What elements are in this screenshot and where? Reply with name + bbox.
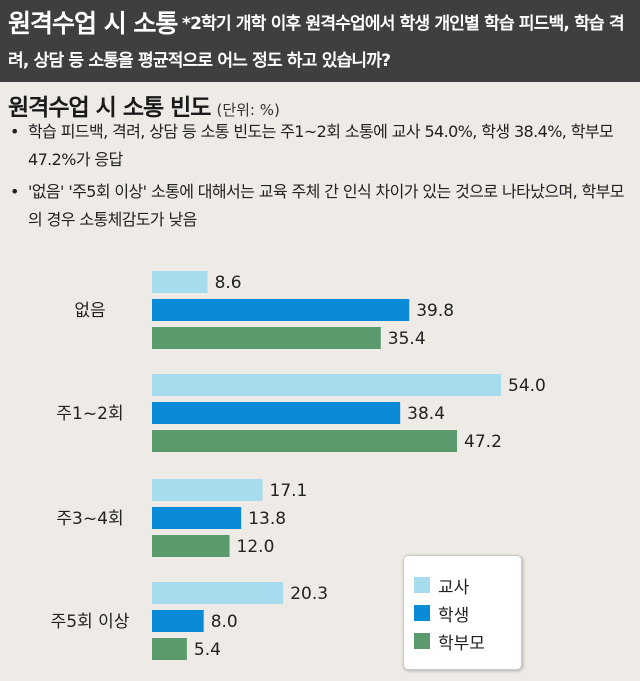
value-label: 38.4 <box>407 404 445 424</box>
bullet-icon: • <box>10 122 19 141</box>
value-label: 8.0 <box>211 612 238 632</box>
note-item: • 학습 피드백, 격려, 상담 등 소통 빈도는 주1~2회 소통에 교사 5… <box>10 118 630 174</box>
bullet-icon: • <box>10 182 19 201</box>
bar <box>152 535 230 557</box>
value-label: 8.6 <box>215 273 242 293</box>
legend-item: 학부모 <box>414 630 485 654</box>
bar <box>152 479 263 501</box>
category-label: 주5회 이상 <box>51 612 130 632</box>
legend-swatch <box>414 577 430 593</box>
legend-label: 교사 <box>438 577 470 598</box>
bar <box>152 582 284 604</box>
survey-question: *2학기 개학 이후 원격수업에서 학생 개인별 학습 피드백, 학습 격려, … <box>8 14 625 71</box>
value-label: 13.8 <box>248 509 286 529</box>
chart-legend: 교사 학생 학부모 <box>403 555 522 670</box>
unit-label: (단위: %) <box>216 101 280 119</box>
bar <box>152 327 381 349</box>
page-title: 원격수업 시 소통 <box>8 9 178 38</box>
header-bar: 원격수업 시 소통 *2학기 개학 이후 원격수업에서 학생 개인별 학습 피드… <box>0 0 640 82</box>
legend-label: 학부모 <box>438 633 485 654</box>
legend-item: 학생 <box>414 602 470 626</box>
bar <box>152 299 410 321</box>
value-label: 5.4 <box>194 640 221 660</box>
bar <box>152 402 401 424</box>
bar <box>152 271 208 293</box>
legend-swatch <box>414 605 430 621</box>
legend-item: 교사 <box>414 574 470 598</box>
chart-title: 원격수업 시 소통 빈도 <box>8 95 211 121</box>
value-label: 35.4 <box>388 329 426 349</box>
bar <box>152 430 458 452</box>
value-label: 54.0 <box>508 376 546 396</box>
bar <box>152 638 187 660</box>
category-label: 주3~4회 <box>56 509 123 529</box>
note-text: '없음' '주5회 이상' 소통에 대해서는 교육 주체 간 인식 차이가 있는… <box>28 182 625 229</box>
value-label: 12.0 <box>237 537 275 557</box>
legend-swatch <box>414 633 430 649</box>
legend-label: 학생 <box>438 605 470 626</box>
notes-list: • 학습 피드백, 격려, 상담 등 소통 빈도는 주1~2회 소통에 교사 5… <box>10 118 630 238</box>
bar <box>152 610 204 632</box>
bar <box>152 374 501 396</box>
category-label: 주1~2회 <box>56 404 123 424</box>
chart-subtitle: 원격수업 시 소통 빈도 (단위: %) <box>8 88 280 122</box>
note-text: 학습 피드백, 격려, 상담 등 소통 빈도는 주1~2회 소통에 교사 54.… <box>28 122 614 169</box>
value-label: 17.1 <box>270 481 308 501</box>
category-label: 없음 <box>74 301 105 321</box>
note-item: • '없음' '주5회 이상' 소통에 대해서는 교육 주체 간 인식 차이가 … <box>10 178 630 234</box>
value-label: 39.8 <box>416 301 454 321</box>
bar <box>152 507 242 529</box>
value-label: 20.3 <box>290 584 328 604</box>
value-label: 47.2 <box>464 432 502 452</box>
